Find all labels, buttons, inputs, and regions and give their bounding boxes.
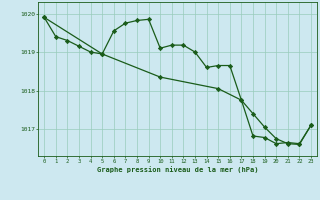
- X-axis label: Graphe pression niveau de la mer (hPa): Graphe pression niveau de la mer (hPa): [97, 166, 258, 173]
